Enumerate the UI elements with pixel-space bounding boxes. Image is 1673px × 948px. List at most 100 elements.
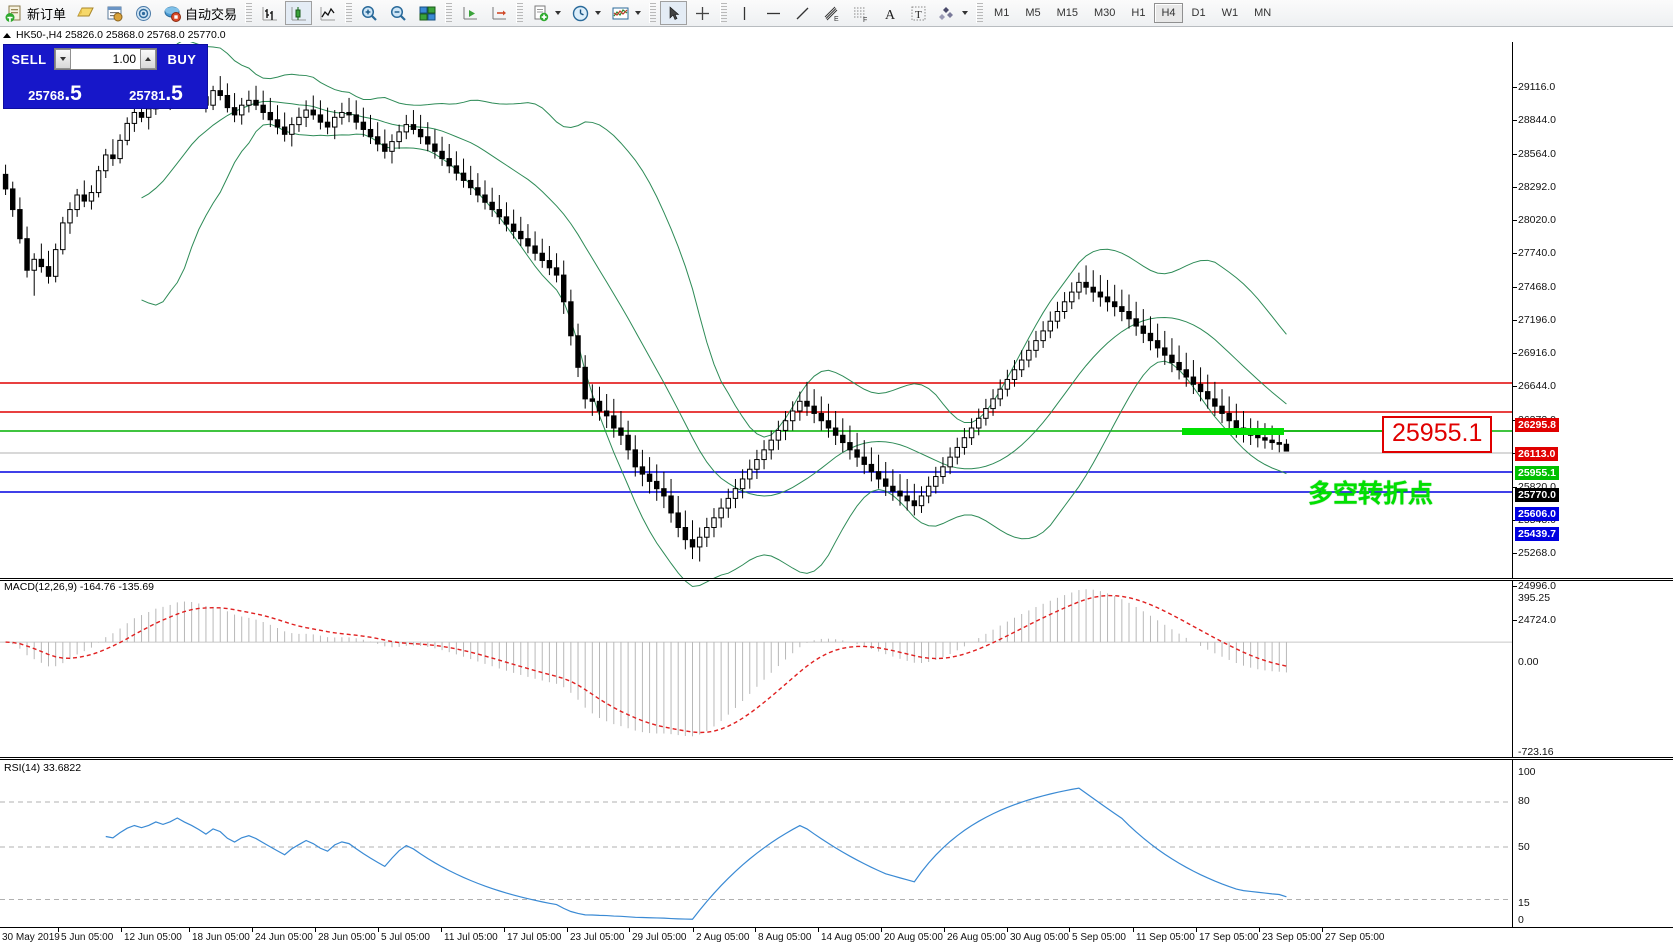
timeframe-m15[interactable]: M15 [1056,7,1078,19]
shapes-tool[interactable] [934,1,972,25]
price-tick-label: 28844.0 [1518,114,1556,126]
indicator-axis-label: 15 [1518,897,1530,909]
text-tool[interactable]: A [876,1,903,25]
text-label-tool[interactable]: T [905,1,932,25]
timeframe-w1[interactable]: W1 [1221,7,1239,19]
price-axis[interactable]: 29116.0 28844.0 28564.0 28292.0 28020.0 27740… [1512,42,1673,927]
timeframe-d1[interactable]: D1 [1191,7,1206,19]
price-level-tag[interactable]: 25606.0 [1515,507,1559,521]
equidistant-channel-tool[interactable]: E [818,1,845,25]
new-order-button[interactable]: 新订单 [1,1,70,25]
time-tick [1322,928,1323,932]
buy-price-quote[interactable]: 25781 .5 [107,73,205,106]
sell-price-quote[interactable]: 25768 .5 [6,73,104,106]
period-button[interactable] [567,1,605,25]
candlestick-chart-button[interactable] [285,1,313,25]
text-label-icon: T [909,4,928,23]
horizontal-line-tool[interactable] [760,1,787,25]
collapse-triangle-icon[interactable] [3,32,11,38]
price-level-tag[interactable]: 26113.0 [1515,447,1559,461]
time-tick [1007,928,1008,932]
volume-input[interactable]: 1.00 [54,48,157,70]
auto-scroll-button[interactable] [456,1,483,25]
chart-shift-button[interactable] [485,1,512,25]
templates-button[interactable] [527,1,565,25]
expert-advisors-button[interactable] [72,1,99,25]
price-level-tag[interactable]: 26295.8 [1515,418,1559,432]
price-level-tag[interactable]: 25770.0 [1515,488,1559,502]
rsi-panel-separator [0,757,1673,760]
timeframe-m30[interactable]: M30 [1094,7,1116,19]
sell-price-decimal: .5 [64,82,82,106]
green-highlight-marker[interactable] [1182,428,1284,435]
sell-button[interactable]: SELL [6,51,52,67]
time-tick [504,928,505,932]
timeframe-h4[interactable]: H4 [1154,3,1183,23]
zoom-in-button[interactable] [356,1,383,25]
toolbar-separator-5 [649,3,657,23]
indicators-button[interactable] [607,1,645,25]
arrow-cursor-icon [664,4,683,23]
price-tick [1513,120,1517,121]
crosshair-tool[interactable] [689,1,716,25]
chart-canvas[interactable] [0,42,1512,927]
indicator-axis-label: 395.25 [1518,592,1551,604]
price-tick-label: 29116.0 [1518,81,1556,93]
chevron-down-icon-4 [962,11,969,15]
price-callout-annotation[interactable]: 25955.1 [1382,416,1493,453]
time-tick [315,928,316,932]
toolbar-separator [245,3,253,23]
navigator-button[interactable] [130,1,157,25]
timeframe-h1[interactable]: H1 [1131,7,1146,19]
price-level-tag[interactable]: 25955.1 [1515,466,1559,480]
volume-decrement-button[interactable] [55,49,71,69]
time-axis[interactable]: 30 May 2019 5 Jun 05:00 12 Jun 05:00 18 Jun… [0,927,1673,948]
price-tick-label: 28564.0 [1518,148,1556,160]
tile-windows-button[interactable] [414,1,441,25]
chevron-down-icon [555,11,562,15]
zoom-out-button[interactable] [385,1,412,25]
line-chart-button[interactable] [314,1,341,25]
time-axis-label: 17 Jul 05:00 [507,932,562,943]
chevron-down-icon-3 [635,11,642,15]
timeframe-mn[interactable]: MN [1254,7,1272,19]
time-axis-label: 11 Sep 05:00 [1136,932,1195,943]
price-tick [1513,287,1517,288]
data-window-button[interactable] [101,1,128,25]
fibonacci-tool[interactable]: F [847,1,874,25]
symbol-info-text: HK50-,H4 25826.0 25868.0 25768.0 25770.0 [16,29,226,41]
cursor-tool[interactable] [660,1,688,25]
vertical-line-icon [735,4,754,23]
bar-chart-button[interactable] [256,1,283,25]
time-tick [252,928,253,932]
vertical-line-tool[interactable] [731,1,758,25]
time-tick [567,928,568,932]
volume-increment-button[interactable] [140,49,156,69]
main-toolbar: 新订单 [0,0,1673,27]
time-axis-label: 11 Jul 05:00 [444,932,498,943]
chart-svg [0,42,1512,920]
time-tick [755,928,756,932]
auto-scroll-icon [460,4,479,23]
timeframe-group: M1 M5 M15 M30 H1 H4 D1 W1 MN [986,3,1279,23]
time-tick [58,928,59,932]
text-a-icon: A [880,4,899,23]
trendline-tool[interactable] [789,1,816,25]
price-tick [1513,353,1517,354]
indicator-axis-label: 0 [1518,914,1524,926]
timeframe-m1[interactable]: M1 [994,7,1010,19]
one-click-trading-panel[interactable]: SELL 1.00 BUY 25768 .5 25781 .5 [3,44,208,109]
autotrading-button[interactable]: 自动交易 [159,1,241,25]
price-tick-label: 26644.0 [1518,380,1556,392]
timeframe-m5[interactable]: M5 [1025,7,1041,19]
time-axis-label: 27 Sep 05:00 [1325,932,1385,943]
crosshair-icon [693,4,712,23]
price-level-tag[interactable]: 25439.7 [1515,527,1559,541]
time-tick [1196,928,1197,932]
toolbar-separator-3 [445,3,453,23]
rsi-line [105,787,1287,920]
buy-button[interactable]: BUY [159,51,205,67]
trendline-icon [793,4,812,23]
time-tick [1259,928,1260,932]
chinese-note-annotation[interactable]: 多空转折点 [1308,480,1434,508]
